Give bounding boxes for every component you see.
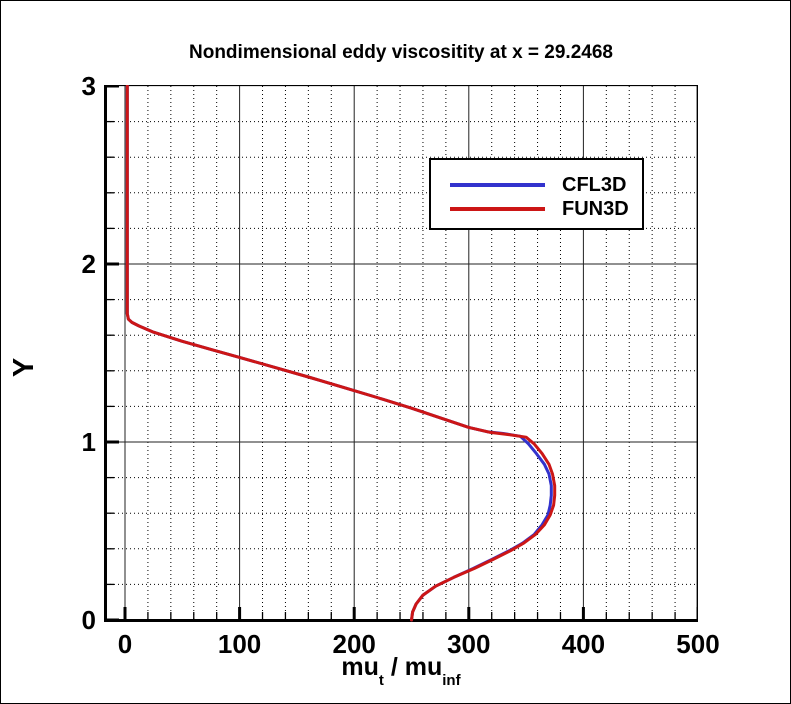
- legend-item-cfl3d: CFL3D: [431, 173, 642, 197]
- x-axis-title-mu1: mu: [341, 653, 379, 681]
- legend-item-fun3d: FUN3D: [431, 197, 642, 221]
- legend-label-fun3d: FUN3D: [562, 198, 629, 220]
- x-axis-title: mut / muinf: [104, 653, 698, 689]
- x-tick-label-500: 500: [676, 629, 720, 659]
- x-axis-title-mu2: mu: [404, 653, 443, 681]
- y-tick-label-2: 2: [81, 249, 96, 279]
- x-axis-title-sub2: inf: [442, 672, 461, 689]
- curve-fun3d: [125, 85, 557, 622]
- y-tick-label-3: 3: [81, 71, 96, 101]
- x-tick-label-200: 200: [332, 629, 376, 659]
- chart-title: Nondimensional eddy viscositity at x = 2…: [189, 42, 613, 63]
- x-axis-title-sub1: t: [378, 672, 384, 689]
- y-tick-label-0: 0: [81, 605, 96, 635]
- y-tick-label-1: 1: [81, 427, 96, 457]
- legend-box: CFL3D FUN3D: [429, 158, 644, 230]
- y-axis-title: Y: [8, 357, 41, 378]
- x-tick-label-0: 0: [117, 629, 133, 659]
- legend-line-sample-fun3d: [450, 207, 545, 211]
- x-tick-label-300: 300: [447, 629, 491, 659]
- legend-label-cfl3d: CFL3D: [562, 174, 627, 196]
- x-axis-title-separator: /: [383, 653, 405, 681]
- x-tick-label-400: 400: [561, 629, 606, 659]
- x-tick-label-100: 100: [217, 629, 262, 659]
- legend-line-sample-cfl3d: [450, 183, 545, 187]
